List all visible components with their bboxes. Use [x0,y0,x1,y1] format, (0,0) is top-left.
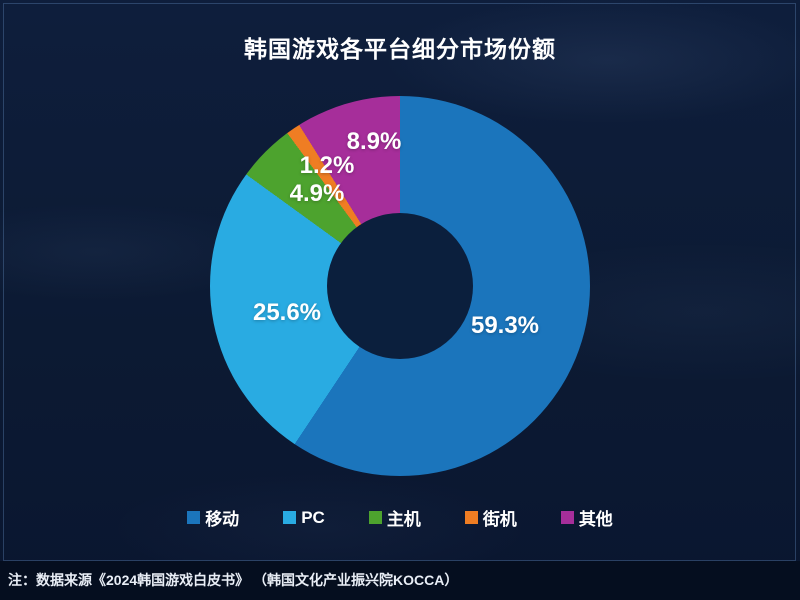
legend-item-主机: 主机 [368,505,421,530]
legend-label-其他: 其他 [578,510,613,529]
chart-title: 韩国游戏各平台细分市场份额 [244,36,556,62]
legend-label-移动: 移动 [205,510,240,529]
slice-label-移动: 59.3% [470,312,540,339]
legend-swatch-街机 [464,511,478,524]
legend-item-移动: 移动 [187,505,239,530]
legend-swatch-移动 [187,511,201,524]
source-footnote: 注：数据来源《2024韩国游戏白皮书》 （韩国文化产业振兴院KOCCA） [8,572,459,588]
slice-label-其他: 8.9% [346,128,402,155]
legend-item-PC: PC [283,508,325,528]
legend-label-主机: 主机 [386,510,421,529]
slice-label-PC: 25.6% [252,299,322,326]
donut-hole [327,213,473,359]
legend-item-街机: 街机 [464,505,517,530]
legend-item-其他: 其他 [560,505,613,530]
legend-label-PC: PC [301,507,325,527]
legend-swatch-主机 [368,511,382,524]
donut-chart [210,96,590,476]
legend-swatch-PC [283,511,297,524]
legend-label-街机: 街机 [482,510,517,529]
footer-strip: 注：数据来源《2024韩国游戏白皮书》 （韩国文化产业振兴院KOCCA） [0,561,800,600]
slice-label-主机: 4.9% [289,180,345,207]
slice-label-街机: 1.2% [299,152,355,179]
legend-swatch-其他 [560,511,574,524]
chart-legend: 移动 PC 主机 街机 其他 [0,505,800,530]
